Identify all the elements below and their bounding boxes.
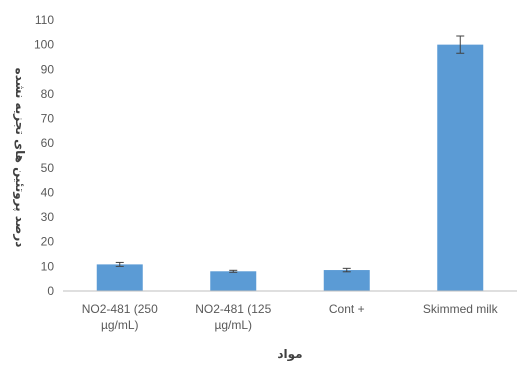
y-tick-label-60: 60: [41, 136, 55, 150]
x-axis-tick-labels: NO2-481 (250 µg/mL) NO2-481 (125 µg/mL) Cont…: [82, 302, 499, 332]
error-bar-2: [229, 269, 238, 273]
x-tick-label-4: Skimmed milk: [423, 302, 499, 316]
x-tick-label-1: NO2-481 (250 µg/mL): [82, 302, 158, 332]
error-bar-4: [456, 35, 465, 54]
error-bar-3: [342, 267, 351, 273]
y-tick-label-100: 100: [34, 38, 54, 52]
bar-2: [210, 271, 257, 291]
y-tick-label-40: 40: [41, 185, 55, 199]
bar-3: [323, 270, 370, 291]
bar-1: [96, 264, 143, 291]
error-bars: [115, 35, 465, 273]
y-axis-ticks: 0 10 20 30 40 50 60 70 80 90 100 110: [34, 13, 54, 298]
y-tick-label-10: 10: [41, 259, 55, 273]
y-tick-label-110: 110: [35, 13, 54, 27]
y-axis-title: درصد پروتئین های تجزیه نشده: [12, 68, 27, 248]
y-tick-label-80: 80: [41, 87, 55, 101]
error-bar-1: [115, 261, 124, 267]
y-tick-label-90: 90: [41, 62, 55, 76]
y-tick-label-70: 70: [41, 112, 55, 126]
bar-4: [437, 44, 484, 291]
bar-series: [96, 44, 484, 291]
x-tick-label-2: NO2-481 (125 µg/mL): [195, 302, 271, 332]
y-tick-label-50: 50: [41, 161, 55, 175]
y-tick-label-30: 30: [41, 210, 55, 224]
y-tick-label-0: 0: [47, 284, 54, 298]
y-tick-label-20: 20: [41, 235, 55, 249]
x-axis-title: مواد: [277, 347, 302, 362]
x-tick-label-3: Cont +: [329, 302, 365, 316]
